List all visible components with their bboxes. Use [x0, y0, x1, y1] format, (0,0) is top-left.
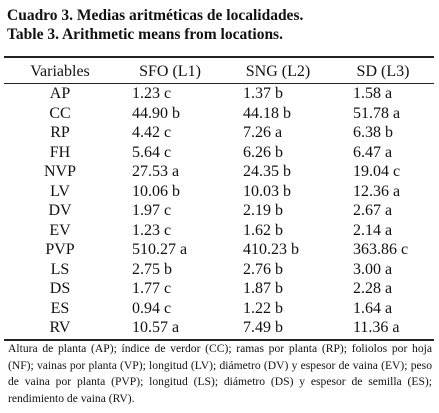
- variable-cell: PVP: [45, 241, 75, 258]
- table-row: DV 1.97 c 2.19 b 2.67 a: [4, 201, 434, 221]
- variable-cell: RP: [50, 124, 70, 141]
- value-cell-l2: 44.18 b: [243, 104, 291, 122]
- caption-english: Table 3. Arithmetic means from locations…: [7, 26, 283, 43]
- table-row: CC 44.90 b 44.18 b 51.78 a: [4, 104, 434, 124]
- value-cell-l2: 24.35 b: [243, 163, 291, 180]
- value-cell-l1: 4.42 c: [132, 124, 172, 141]
- table-row: RV 10.57 a 7.49 b 11.36 a: [4, 318, 434, 338]
- table-row: LV 10.06 b 10.03 b 12.36 a: [4, 182, 434, 202]
- table-row: NVP 27.53 a 24.35 b 19.04 c: [4, 162, 434, 182]
- table-row: EV 1.23 c 1.62 b 2.14 a: [4, 221, 434, 241]
- header-location-1: SFO (L1): [139, 63, 201, 80]
- variable-cell: EV: [49, 221, 71, 239]
- value-cell-l3: 12.36 a: [353, 182, 401, 200]
- value-cell-l2: 2.19 b: [243, 202, 283, 219]
- value-cell-l3: 6.38 b: [353, 124, 393, 141]
- value-cell-l2: 7.26 a: [243, 124, 283, 141]
- value-cell-l2: 410.23 b: [243, 241, 299, 258]
- value-cell-l2: 2.76 b: [243, 260, 283, 278]
- variable-cell: ES: [50, 299, 70, 317]
- value-cell-l3: 2.67 a: [353, 202, 393, 219]
- value-cell-l3: 1.58 a: [353, 85, 393, 102]
- variable-cell: LV: [50, 182, 70, 200]
- variable-cell: LS: [50, 260, 70, 278]
- value-cell-l1: 10.57 a: [132, 319, 180, 336]
- value-cell-l3: 3.00 a: [353, 260, 393, 278]
- header-variables: Variables: [30, 63, 90, 80]
- table-row: FH 5.64 c 6.26 b 6.47 a: [4, 143, 434, 163]
- value-cell-l1: 1.23 c: [132, 221, 172, 239]
- value-cell-l3: 363.86 c: [353, 241, 409, 258]
- table-row: AP 1.23 c 1.37 b 1.58 a: [4, 84, 434, 104]
- means-table: Variables SFO (L1) SNG (L2) SD (L3) AP 1.…: [4, 60, 434, 338]
- header-row: Variables SFO (L1) SNG (L2) SD (L3): [4, 60, 434, 84]
- value-cell-l1: 1.77 c: [132, 280, 172, 297]
- variable-cell: RV: [49, 319, 71, 336]
- value-cell-l1: 0.94 c: [132, 299, 172, 317]
- value-cell-l2: 1.87 b: [243, 280, 283, 297]
- variable-cell: FH: [49, 143, 71, 161]
- footnote: Altura de planta (AP); índice de verdor …: [8, 342, 432, 405]
- value-cell-l1: 27.53 a: [132, 163, 180, 180]
- value-cell-l3: 11.36 a: [353, 319, 400, 336]
- top-rule: [4, 56, 434, 58]
- value-cell-l1: 1.23 c: [132, 85, 172, 102]
- variable-cell: CC: [49, 104, 71, 122]
- value-cell-l3: 51.78 a: [353, 104, 401, 122]
- value-cell-l2: 1.62 b: [243, 221, 283, 239]
- value-cell-l1: 510.27 a: [132, 241, 188, 258]
- table-row: PVP 510.27 a 410.23 b 363.86 c: [4, 240, 434, 260]
- variable-cell: DS: [49, 280, 71, 297]
- table-row: RP 4.42 c 7.26 a 6.38 b: [4, 123, 434, 143]
- value-cell-l1: 2.75 b: [132, 260, 172, 278]
- caption-spanish: Cuadro 3. Medias aritméticas de localida…: [7, 7, 304, 24]
- table-row: LS 2.75 b 2.76 b 3.00 a: [4, 260, 434, 280]
- value-cell-l2: 1.37 b: [243, 85, 283, 102]
- variable-cell: DV: [48, 202, 72, 219]
- value-cell-l3: 2.28 a: [353, 280, 393, 297]
- table-row: ES 0.94 c 1.22 b 1.64 a: [4, 299, 434, 319]
- value-cell-l2: 1.22 b: [243, 299, 283, 317]
- value-cell-l1: 10.06 b: [132, 182, 180, 200]
- variable-cell: NVP: [43, 163, 76, 180]
- header-location-3: SD (L3): [356, 63, 410, 80]
- value-cell-l1: 44.90 b: [132, 104, 180, 122]
- table-captions: Cuadro 3. Medias aritméticas de localida…: [7, 6, 303, 44]
- value-cell-l2: 6.26 b: [243, 143, 283, 161]
- value-cell-l1: 1.97 c: [132, 202, 172, 219]
- header-location-2: SNG (L2): [245, 63, 311, 80]
- bottom-rule: [4, 339, 434, 341]
- value-cell-l1: 5.64 c: [132, 143, 172, 161]
- value-cell-l3: 2.14 a: [353, 221, 393, 239]
- value-cell-l2: 7.49 b: [243, 319, 283, 336]
- table-row: DS 1.77 c 1.87 b 2.28 a: [4, 279, 434, 299]
- value-cell-l3: 1.64 a: [353, 299, 393, 317]
- variable-cell: AP: [49, 85, 71, 102]
- value-cell-l2: 10.03 b: [243, 182, 291, 200]
- value-cell-l3: 6.47 a: [353, 143, 393, 161]
- value-cell-l3: 19.04 c: [353, 163, 401, 180]
- header-rule: [4, 83, 434, 84]
